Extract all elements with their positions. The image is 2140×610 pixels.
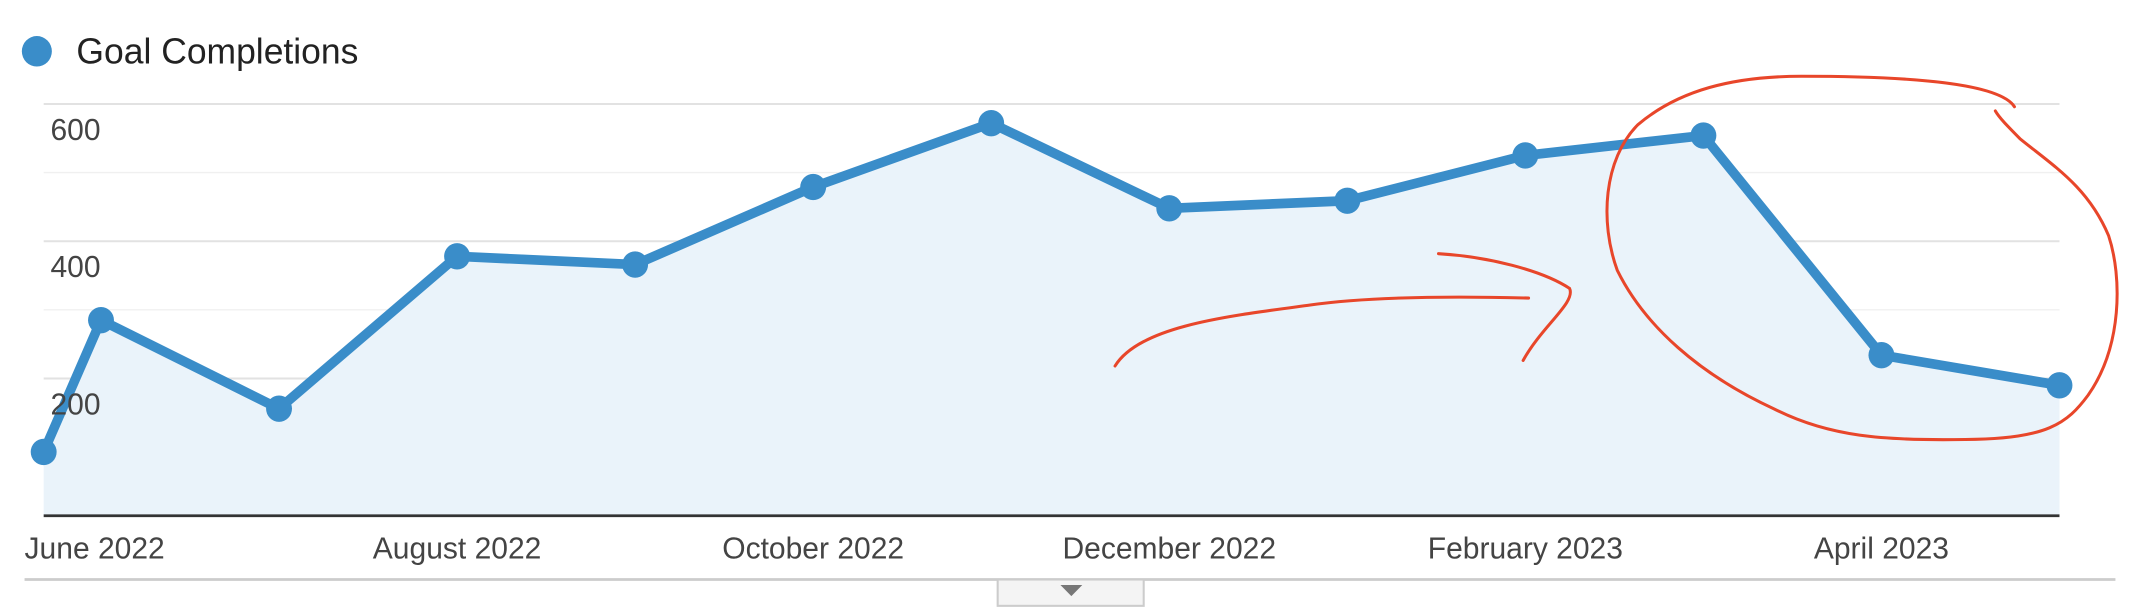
legend-label: Goal Completions [76,31,358,71]
labels: 200 400 600 June 2022 August 2022 October 202… [25,114,1949,566]
point [2046,372,2073,399]
point [1868,341,1895,369]
annotation-arrowhead [1436,252,1572,362]
point [1334,187,1361,214]
point [266,395,293,422]
point [88,306,114,334]
x-tick-label: February 2023 [1428,532,1623,565]
point [978,110,1005,137]
point [444,243,471,270]
point [30,438,57,466]
annotation-circle [1605,74,2119,442]
x-tick-label: December 2022 [1062,532,1276,565]
x-tick-label: October 2022 [722,532,904,565]
plot [30,110,2073,518]
point [1512,142,1539,169]
area [43,123,2060,516]
x-tick-label: August 2022 [373,532,542,565]
point [1690,122,1717,149]
x-tick-label: April 2023 [1814,532,1949,565]
y-tick-label: 400 [50,251,100,284]
point [622,251,649,278]
annotations [1113,74,2119,442]
y-tick-label: 200 [50,388,100,421]
x-tick-label: June 2022 [25,532,165,565]
point [800,173,827,201]
point [1156,195,1183,222]
expand-arrow [1060,585,1083,597]
y-tick-label: 600 [50,114,100,147]
legend-marker [21,36,52,67]
annotation-arrow [1113,295,1531,368]
